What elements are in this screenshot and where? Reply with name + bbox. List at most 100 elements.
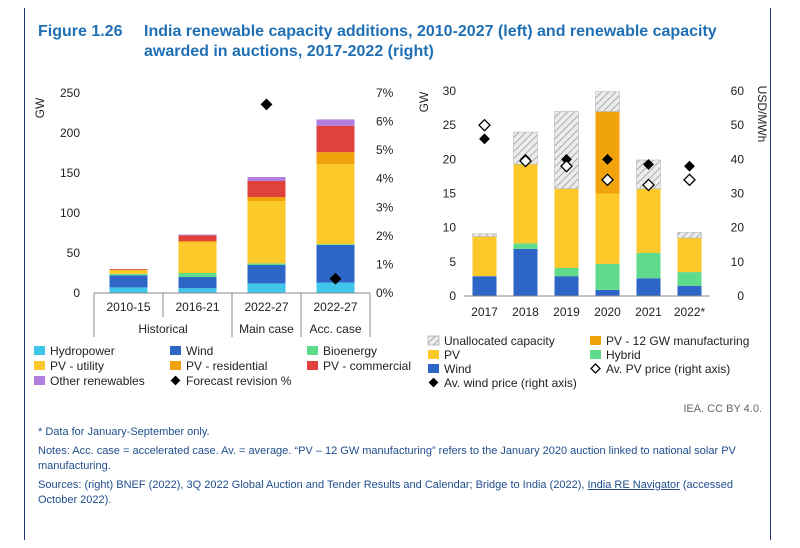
right-bar-segment-hybrid [513,243,538,249]
left-bar-segment-pv_utility [178,242,217,273]
left-y2-tick-label: 6% [376,115,394,129]
left-bar-segment-bioenergy [247,263,286,265]
left-bar-segment-other [178,234,217,236]
legend-label: PV - utility [50,359,104,373]
left-y-axis-title: GW [33,97,47,118]
right-legend: Unallocated capacity PV - 12 GW manufactu… [427,334,749,390]
left-group-label: Historical [138,322,187,336]
right-bar-segment-unallocated [554,111,579,190]
sources-text: Sources: (right) BNEF (2022), 3Q 2022 Gl… [38,478,758,508]
right-y2-tick-label: 60 [731,84,745,98]
left-y2-tick-label: 0% [376,286,394,300]
right-border-line [770,8,771,540]
left-group-label: Main case [239,322,294,336]
left-bar-segment-bioenergy [109,273,148,276]
left-bar-segment-hydropower [109,287,148,293]
wind-price-marker [479,133,490,145]
notes-block: * Data for January-September only. Notes… [38,425,758,512]
right-bar-segment-wind [677,285,702,296]
left-bar-segment-pv_residential [178,241,217,243]
left-bar-segment-pv_commercial [178,235,217,241]
right-bar-segment-pv [472,236,497,277]
left-y2-tick-label: 7% [376,86,394,100]
right-x-tick-label: 2022* [674,305,706,319]
legend-swatch-pv_manufacturing [590,336,601,345]
right-y-tick-label: 15 [443,187,457,201]
sources-suffix: (accessed October 2022). [38,479,734,506]
legend-marker-revision [170,375,181,386]
left-x-tick-label: 2022-27 [313,300,357,314]
right-x-tick-label: 2018 [512,305,539,319]
legend-label: PV - 12 GW manufacturing [606,334,749,348]
attribution: IEA. CC BY 4.0. [683,403,762,415]
legend-label: Wind [444,362,471,376]
left-group-label: Acc. case [309,322,361,336]
legend-swatch-pv_residential [170,361,181,370]
pv-price-marker [642,178,655,192]
legend-swatch-bioenergy [307,346,318,355]
pv-price-marker [601,173,614,187]
left-y-tick-label: 100 [60,206,80,220]
right-bar-segment-unallocated [472,233,497,237]
legend-label: Wind [186,344,213,358]
figure-number: Figure 1.26 [38,23,123,40]
india-re-navigator-link[interactable]: India RE Navigator [587,479,680,491]
right-y2-tick-label: 50 [731,118,745,132]
left-y-tick-label: 50 [67,246,81,260]
left-bar-segment-hydropower [316,282,355,293]
right-y-tick-label: 5 [449,255,456,269]
left-y2-tick-label: 1% [376,257,394,271]
right-y-tick-label: 25 [443,118,457,132]
right-bar-segment-hybrid [677,272,702,286]
right-y2-tick-label: 10 [731,255,745,269]
left-bar-segment-wind [178,277,217,289]
left-border-line [24,8,25,540]
right-y2-tick-label: 0 [737,289,744,303]
right-y-tick-label: 0 [449,289,456,303]
legend-label: Bioenergy [323,344,377,358]
right-bar-segment-hybrid [595,263,620,290]
legend-label: PV - commercial [323,359,411,373]
right-x-tick-label: 2019 [553,305,580,319]
legend-swatch-other [34,376,45,385]
legend-swatch-pv_commercial [307,361,318,370]
left-bar-segment-other [247,177,286,181]
forecast-revision-marker [260,98,273,111]
left-bar-segment-pv_commercial [247,181,286,197]
right-bar-segment-unallocated [595,91,620,112]
left-y-tick-label: 0 [73,286,80,300]
left-bar-segment-pv_residential [247,197,286,201]
legend-swatch-hybrid [590,350,601,359]
wind-price-marker [643,159,654,170]
right-y-tick-label: 30 [443,84,457,98]
legend-label: Unallocated capacity [444,334,555,348]
left-bar-segment-other [316,119,355,126]
pv-price-marker [478,118,491,132]
right-bar-segment-pv [677,237,702,273]
left-bar-segment-wind [109,275,148,288]
right-bar-segment-unallocated [677,232,702,239]
right-bar-segment-pv [636,188,661,253]
figure-title: India renewable capacity additions, 2010… [144,23,717,60]
right-bar-segment-pv [513,164,538,244]
legend-swatch-hydropower [34,346,45,355]
legend-swatch-pv [428,350,439,359]
left-x-tick-label: 2016-21 [175,300,219,314]
footnote: * Data for January-September only. [38,426,210,438]
pv-price-marker [560,159,573,173]
legend-label: Av. wind price (right axis) [444,376,577,390]
left-y-tick-label: 150 [60,166,80,180]
left-bar-segment-hydropower [247,283,286,293]
left-bar-segment-bioenergy [178,273,217,277]
right-bar-segment-wind [636,278,661,296]
right-x-tick-label: 2020 [594,305,621,319]
left-y2-tick-label: 3% [376,200,394,214]
legend-label: Hybrid [606,348,641,362]
right-y2-axis-title: USD/MWh [755,86,769,143]
right-y2-tick-label: 40 [731,152,745,166]
pv-price-marker [519,154,532,168]
forecast-revision-marker [329,272,342,285]
notes-text: Notes: Acc. case = accelerated case. Av.… [38,445,736,472]
right-bar-segment-wind [513,248,538,296]
